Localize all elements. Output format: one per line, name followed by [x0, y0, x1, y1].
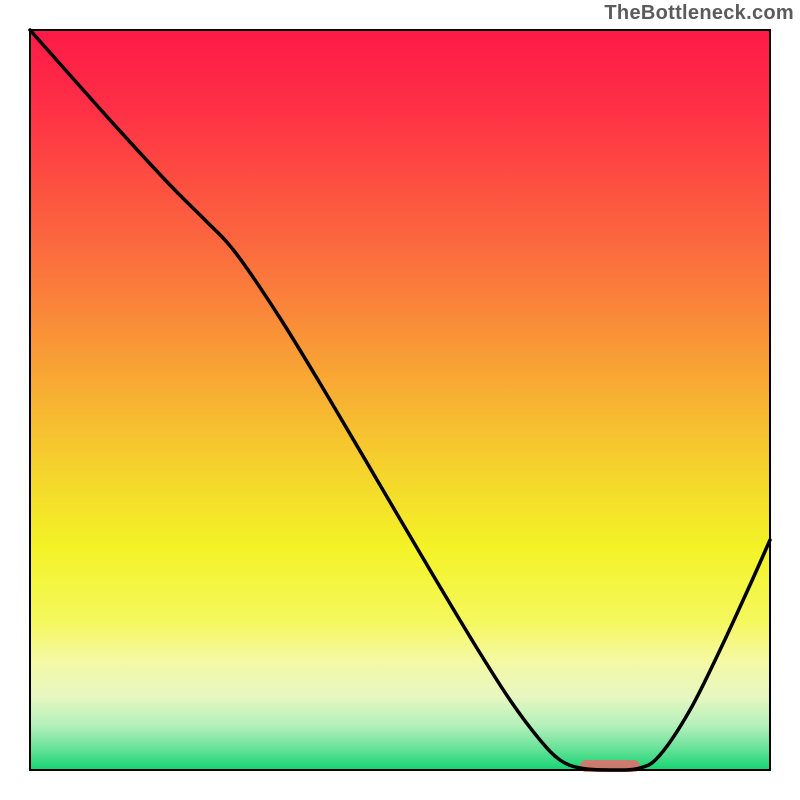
chart-container: TheBottleneck.com [0, 0, 800, 800]
chart-gradient-background [30, 30, 770, 770]
watermark-text: TheBottleneck.com [604, 2, 794, 25]
bottleneck-curve-chart [0, 0, 800, 800]
